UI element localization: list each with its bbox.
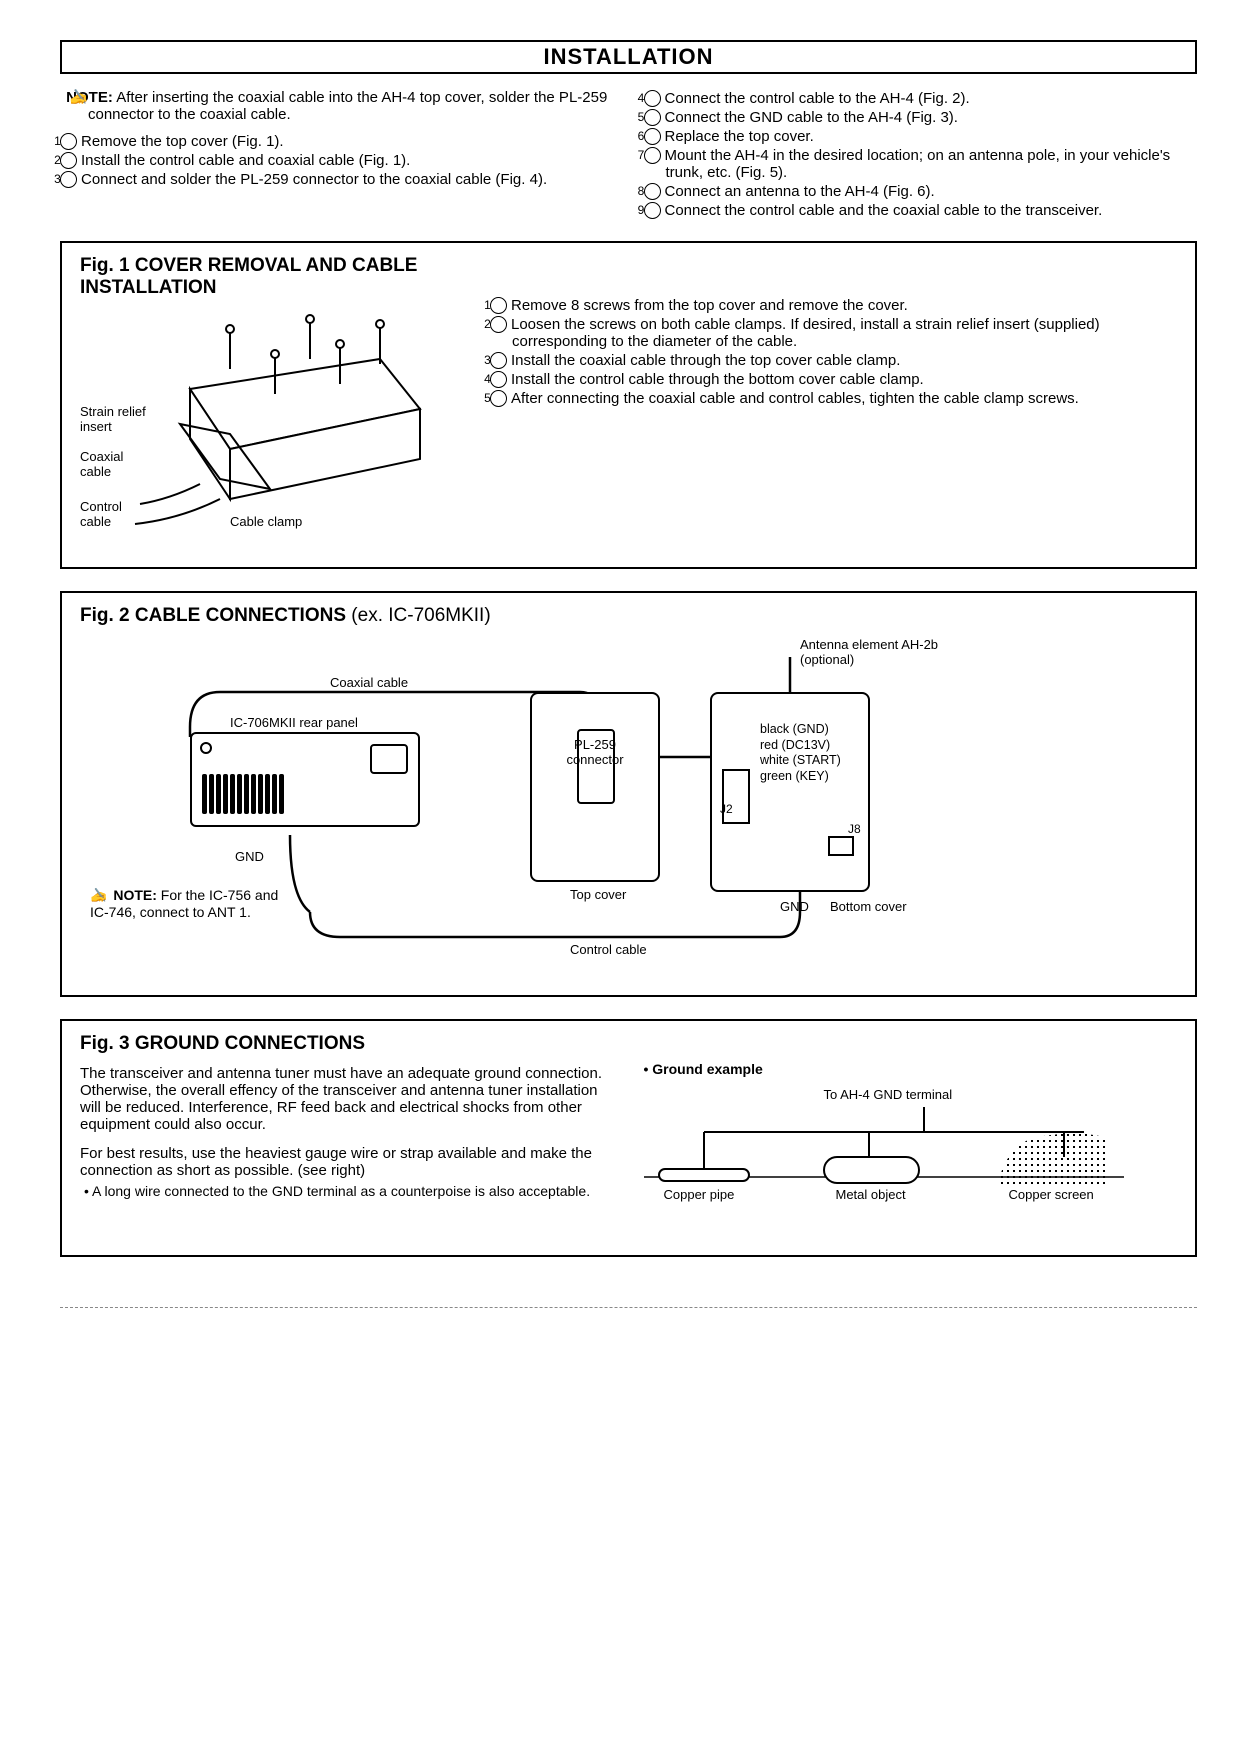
fig1-step-3: 3Install the coaxial cable through the t… — [490, 352, 1177, 369]
intro-step-1: 1Remove the top cover (Fig. 1). — [60, 133, 614, 150]
intro-right-col: 4Connect the control cable to the AH-4 (… — [644, 88, 1198, 221]
fig2-label-j8: J8 — [848, 822, 861, 836]
fig3-para2: For best results, use the heaviest gauge… — [80, 1145, 614, 1179]
fig1-label-control: Control cable — [80, 499, 140, 529]
fig2-diagram: Coaxial cable IC-706MKII rear panel Ante… — [80, 637, 1177, 977]
intro-columns: ✍ NOTE: After inserting the coaxial cabl… — [60, 88, 1197, 221]
fig2-label-antenna: Antenna element AH-2b (optional) — [800, 637, 940, 667]
fig2-label-bottomcover: Bottom cover — [830, 899, 907, 914]
fig2-label-topcover: Top cover — [570, 887, 626, 902]
fig2-label-j2: J2 — [720, 802, 733, 816]
fig2-label-controlcable: Control cable — [570, 942, 647, 957]
note-text: After inserting the coaxial cable into t… — [88, 89, 607, 123]
intro-step-8: 8Connect an antenna to the AH-4 (Fig. 6)… — [644, 183, 1198, 200]
fig3-diagram: • Ground example To AH-4 GND terminal — [644, 1033, 1178, 1237]
intro-step-6: 6Replace the top cover. — [644, 128, 1198, 145]
fig2-title: Fig. 2 CABLE CONNECTIONS (ex. IC-706MKII… — [80, 605, 1177, 627]
fig2-radio — [190, 732, 420, 827]
fig1-steps: 1Remove 8 screws from the top cover and … — [490, 255, 1177, 549]
fig1-label-clamp: Cable clamp — [230, 514, 302, 529]
fig3-bullet: • A long wire connected to the GND termi… — [80, 1183, 614, 1199]
page-title: INSTALLATION — [60, 40, 1197, 74]
fig1-step-4: 4Install the control cable through the b… — [490, 371, 1177, 388]
intro-step-2: 2Install the control cable and coaxial c… — [60, 152, 614, 169]
fig1-step-1: 1Remove 8 screws from the top cover and … — [490, 297, 1177, 314]
intro-note: ✍ NOTE: After inserting the coaxial cabl… — [60, 88, 614, 123]
fig2-note: ✍ NOTE: For the IC-756 and IC-746, conne… — [90, 887, 280, 920]
fig2-label-coax: Coaxial cable — [330, 675, 408, 690]
intro-left-col: ✍ NOTE: After inserting the coaxial cabl… — [60, 88, 614, 221]
fig3-pipe: Copper pipe — [664, 1187, 735, 1202]
fig3-para1: The transceiver and antenna tuner must h… — [80, 1065, 614, 1133]
intro-step-4: 4Connect the control cable to the AH-4 (… — [644, 90, 1198, 107]
intro-step-5: 5Connect the GND cable to the AH-4 (Fig.… — [644, 109, 1198, 126]
hand-icon: ✍ — [90, 887, 107, 904]
intro-step-9: 9Connect the control cable and the coaxi… — [644, 202, 1198, 219]
fig2-topcover — [530, 692, 660, 882]
fig1-label-coax: Coaxial cable — [80, 449, 140, 479]
fig2-label-gnd2: GND — [780, 899, 809, 914]
intro-step-3: 3Connect and solder the PL-259 connector… — [60, 171, 614, 188]
fig3-example-label: • Ground example — [644, 1061, 1178, 1077]
fig3-screen: Copper screen — [1009, 1187, 1094, 1202]
fig1-step-5: 5After connecting the coaxial cable and … — [490, 390, 1177, 407]
page-footer-rule — [60, 1307, 1197, 1308]
fig1-step-2: 2Loosen the screws on both cable clamps.… — [490, 316, 1177, 350]
fig2-label-pl259: PL-259 connector — [560, 737, 630, 767]
fig1-title: Fig. 1 COVER REMOVAL AND CABLE INSTALLAT… — [80, 255, 470, 299]
fig3-title: Fig. 3 GROUND CONNECTIONS — [80, 1033, 614, 1055]
figure-2: Fig. 2 CABLE CONNECTIONS (ex. IC-706MKII… — [60, 591, 1197, 997]
fig3-metal: Metal object — [836, 1187, 906, 1202]
fig1-label-strain: Strain relief insert — [80, 404, 155, 434]
fig2-label-wires: black (GND) red (DC13V) white (START) gr… — [760, 722, 870, 785]
figure-3: Fig. 3 GROUND CONNECTIONS The transceive… — [60, 1019, 1197, 1257]
intro-step-7: 7Mount the AH-4 in the desired location;… — [644, 147, 1198, 181]
fig2-label-rear: IC-706MKII rear panel — [230, 715, 358, 730]
figure-1: Fig. 1 COVER REMOVAL AND CABLE INSTALLAT… — [60, 241, 1197, 569]
fig3-text: Fig. 3 GROUND CONNECTIONS The transceive… — [80, 1033, 614, 1237]
fig1-diagram: Fig. 1 COVER REMOVAL AND CABLE INSTALLAT… — [80, 255, 470, 549]
fig2-label-gnd1: GND — [235, 849, 264, 864]
